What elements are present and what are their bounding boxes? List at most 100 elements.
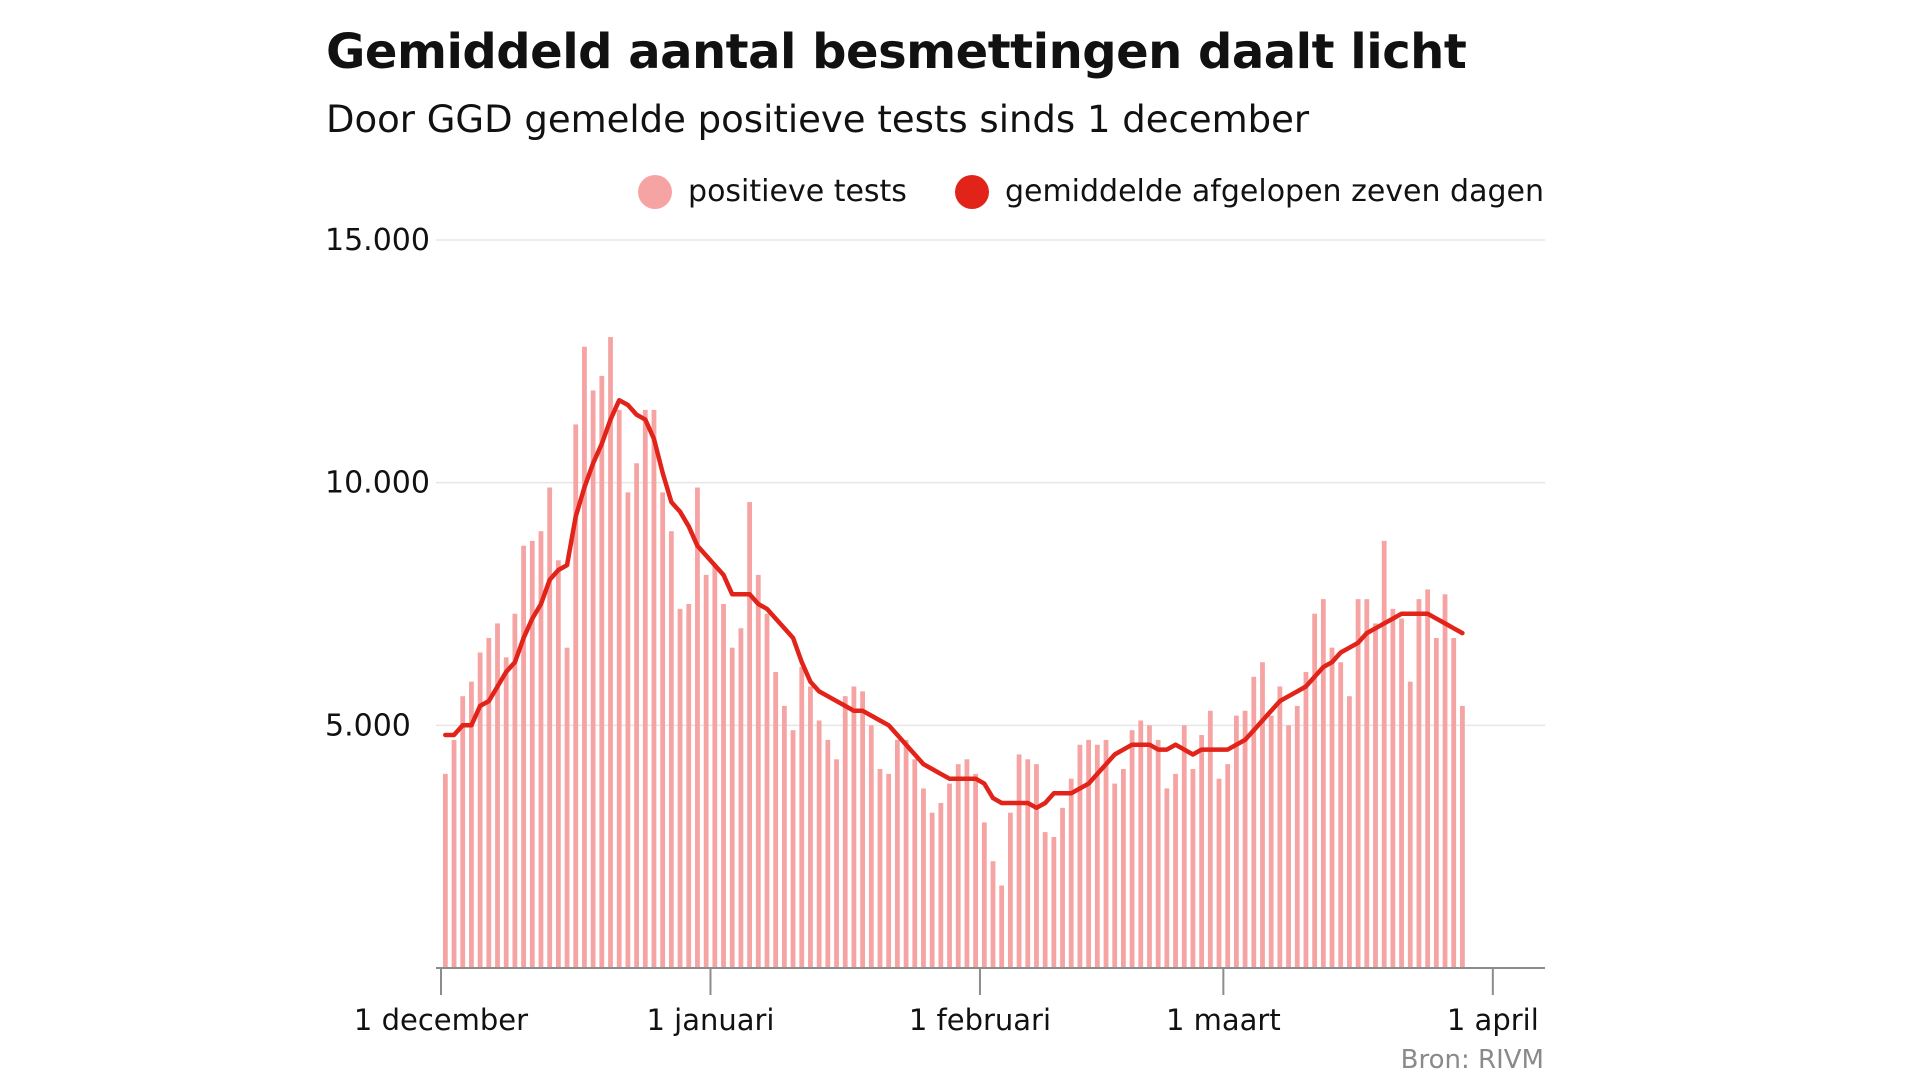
bar [1373, 623, 1378, 968]
bar [755, 574, 761, 968]
legend-item-bars: positieve tests [638, 174, 907, 209]
y-tick-label: 5.000 [325, 708, 411, 743]
legend-swatch-bars [638, 174, 673, 209]
bar [1007, 812, 1013, 968]
bar [1225, 764, 1231, 968]
bar [1042, 832, 1048, 968]
source-note: Bron: RIVM [1400, 1045, 1544, 1075]
bar [1416, 599, 1422, 968]
legend-label-bars: positieve tests [688, 174, 907, 209]
line-series [443, 397, 1465, 811]
bar [1251, 676, 1257, 968]
bar [582, 346, 587, 969]
bar [1260, 662, 1265, 968]
bar [1147, 725, 1152, 968]
x-tick-label: 1 februari [909, 1003, 1051, 1037]
bar [686, 604, 692, 968]
bar [1025, 759, 1031, 968]
bar [764, 613, 770, 968]
chart-title: Gemiddeld aantal besmettingen daalt lich… [326, 24, 1467, 80]
bar [625, 492, 631, 968]
bar [695, 487, 700, 968]
bar [825, 739, 831, 968]
bar [808, 686, 813, 968]
bar [964, 759, 970, 968]
bar [608, 337, 613, 969]
bar [999, 885, 1005, 968]
bar [668, 531, 674, 968]
bar [1207, 710, 1213, 968]
bar [894, 739, 900, 968]
bar [1173, 773, 1178, 968]
bar [521, 545, 526, 968]
bar [834, 759, 839, 968]
bar [955, 764, 961, 968]
bar [1364, 599, 1370, 968]
bar [634, 463, 639, 968]
bar [1433, 637, 1439, 968]
bar [1338, 662, 1344, 968]
bar [547, 487, 553, 968]
bar [590, 390, 596, 968]
bar [469, 681, 474, 968]
bar [1216, 778, 1222, 968]
bar [1199, 735, 1205, 968]
bar [677, 608, 683, 968]
bar [503, 657, 509, 968]
bar [912, 759, 918, 968]
bar [1312, 613, 1318, 968]
bar [868, 725, 874, 968]
bar [1242, 710, 1248, 968]
bar [442, 773, 448, 968]
y-tick-label: 15.000 [325, 223, 430, 258]
bar [721, 604, 726, 968]
bar [1355, 599, 1361, 968]
bar [477, 652, 483, 968]
bar [573, 424, 579, 969]
bar [1399, 618, 1404, 968]
bar [1268, 715, 1274, 968]
bar [973, 773, 979, 968]
bar [538, 531, 544, 968]
bar [1329, 647, 1335, 968]
bar [1286, 725, 1291, 968]
bar [738, 628, 744, 968]
bar [860, 691, 865, 968]
bar [1060, 807, 1065, 968]
bar [781, 705, 787, 968]
bar [1190, 769, 1196, 968]
x-tick-label: 1 januari [646, 1003, 774, 1037]
legend-label-line: gemiddelde afgelopen zeven dagen [1004, 174, 1544, 209]
bar [616, 409, 622, 968]
bar [1425, 589, 1431, 968]
bar [921, 788, 926, 968]
bar [947, 783, 952, 968]
bar [660, 492, 666, 968]
bar [712, 565, 718, 968]
bar [1320, 599, 1326, 968]
bar [929, 812, 935, 968]
bar [1103, 739, 1109, 968]
bar [460, 696, 466, 968]
bar [1094, 744, 1100, 968]
bar [938, 802, 944, 968]
bar [1068, 778, 1074, 968]
legend-item-line: gemiddelde afgelopen zeven dagen [954, 174, 1544, 209]
bar [729, 647, 735, 968]
bar [1181, 725, 1187, 968]
bar [816, 720, 822, 968]
bar [1442, 594, 1448, 968]
bar [451, 739, 457, 968]
x-tick-label: 1 maart [1166, 1003, 1281, 1037]
bar [1051, 836, 1057, 968]
bar [1277, 686, 1283, 968]
bar [903, 739, 909, 968]
bar [790, 730, 796, 968]
bar [747, 502, 752, 968]
bar [1294, 705, 1300, 968]
bar [1347, 696, 1352, 968]
bar [1155, 739, 1161, 968]
bar [1121, 769, 1126, 968]
x-axis: 1 december 1 januari 1 februari 1 maart 1 ap… [354, 967, 1545, 1037]
